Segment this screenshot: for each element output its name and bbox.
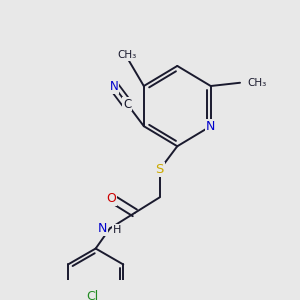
Text: H: H <box>113 225 122 235</box>
Text: C: C <box>123 98 131 111</box>
Text: N: N <box>206 120 215 133</box>
Text: N: N <box>98 222 107 235</box>
Text: O: O <box>106 192 116 205</box>
Text: N: N <box>110 80 118 93</box>
Text: CH₃: CH₃ <box>248 78 267 88</box>
Text: CH₃: CH₃ <box>117 50 136 60</box>
Text: Cl: Cl <box>86 290 98 300</box>
Text: S: S <box>155 163 164 176</box>
